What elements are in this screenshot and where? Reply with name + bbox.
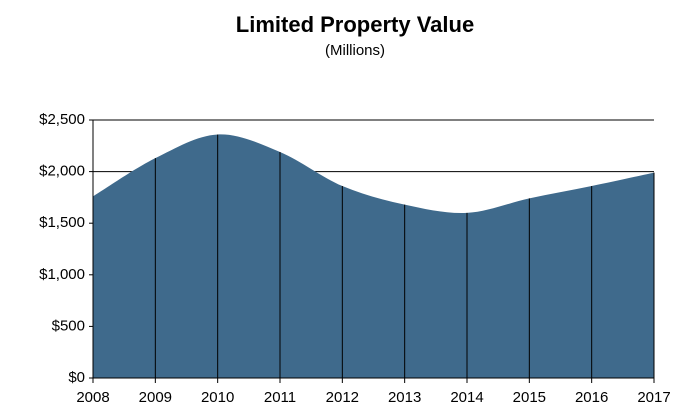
area (93, 134, 654, 378)
x-tick-label: 2011 (264, 389, 296, 406)
y-tick-label: $1,500 (39, 214, 85, 231)
y-tick-label: $1,000 (39, 266, 85, 283)
y-tick-label: $2,000 (39, 163, 85, 180)
chart-title: Limited Property Value (236, 12, 474, 37)
x-tick-label: 2012 (326, 389, 359, 406)
x-tick-label: 2010 (201, 389, 234, 406)
y-tick-label: $2,500 (39, 111, 85, 128)
x-tick-label: 2008 (76, 389, 109, 406)
y-tick-label: $500 (52, 317, 85, 334)
y-tick-label: $0 (68, 369, 85, 386)
x-tick-label: 2014 (450, 389, 483, 406)
x-tick-label: 2009 (139, 389, 172, 406)
x-tick-label: 2017 (637, 389, 670, 406)
chart-subtitle: (Millions) (325, 42, 385, 59)
x-tick-label: 2016 (575, 389, 608, 406)
x-tick-label: 2015 (513, 389, 546, 406)
x-tick-label: 2013 (388, 389, 421, 406)
